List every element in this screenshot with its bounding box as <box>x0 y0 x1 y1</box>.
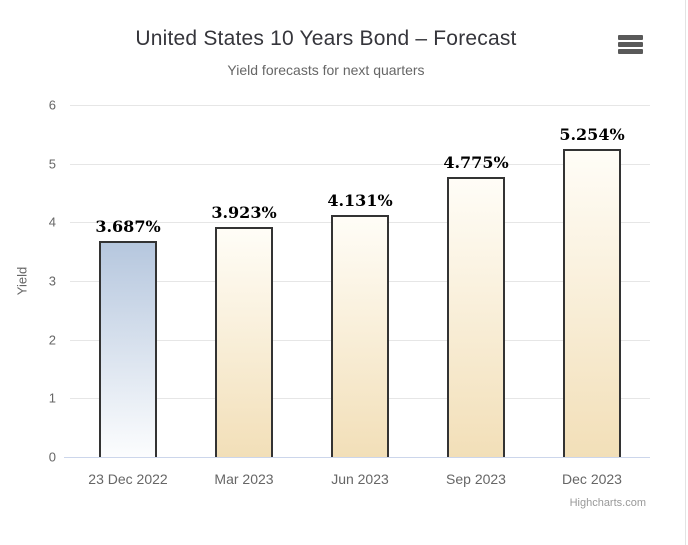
bar-dec-2023[interactable] <box>563 148 621 457</box>
bar-sep-2023[interactable] <box>447 176 505 457</box>
bar-slot: 4.131% <box>302 105 418 457</box>
x-axis-label: Jun 2023 <box>331 471 389 487</box>
x-axis-label: Dec 2023 <box>562 471 622 487</box>
plot-area: 3.687% 3.923% 4.131% 4.775% 5.254% <box>64 105 650 458</box>
bar-jun-2023[interactable] <box>331 214 389 457</box>
bar-value-label: 4.775% <box>443 152 509 172</box>
bar-mar-2023[interactable] <box>215 226 273 457</box>
x-axis-label: 23 Dec 2022 <box>88 471 168 487</box>
bar-slot: 5.254% <box>534 105 650 457</box>
y-axis-tick-label: 6 <box>48 97 56 113</box>
y-axis-tick-label: 5 <box>48 156 56 172</box>
hamburger-menu-icon <box>617 34 643 54</box>
bar-value-label: 5.254% <box>559 124 625 144</box>
context-menu-button[interactable] <box>612 28 648 60</box>
chart-subtitle: Yield forecasts for next quarters <box>227 62 425 78</box>
y-axis-tick-label: 4 <box>48 214 56 230</box>
page-right-border <box>685 0 686 545</box>
bar-23-dec-2022[interactable] <box>99 240 157 457</box>
x-axis-label: Sep 2023 <box>446 471 506 487</box>
x-axis-labels: 23 Dec 2022 Mar 2023 Jun 2023 Sep 2023 Dec 2… <box>70 471 650 487</box>
bar-series: 3.687% 3.923% 4.131% 4.775% 5.254% <box>70 105 650 457</box>
y-axis-tick-label: 0 <box>48 449 56 465</box>
bar-slot: 3.923% <box>186 105 302 457</box>
gridline <box>70 163 650 165</box>
y-axis-tick-label: 3 <box>48 273 56 289</box>
bar-value-label: 3.687% <box>95 216 161 236</box>
bar-slot: 4.775% <box>418 105 534 457</box>
y-axis-tick-labels: 0 1 2 3 4 5 6 <box>0 98 56 465</box>
gridline <box>70 105 650 106</box>
x-axis-line <box>64 457 650 458</box>
x-axis-label: Mar 2023 <box>214 471 274 487</box>
bar-value-label: 3.923% <box>211 202 277 222</box>
bar-slot: 3.687% <box>70 105 186 457</box>
y-axis-tick-label: 2 <box>48 332 56 348</box>
highcharts-credit-link[interactable]: Highcharts.com <box>569 497 646 509</box>
chart-title: United States 10 Years Bond – Forecast <box>135 27 517 50</box>
bar-value-label: 4.131% <box>327 190 393 210</box>
y-axis-tick-label: 1 <box>48 390 56 406</box>
